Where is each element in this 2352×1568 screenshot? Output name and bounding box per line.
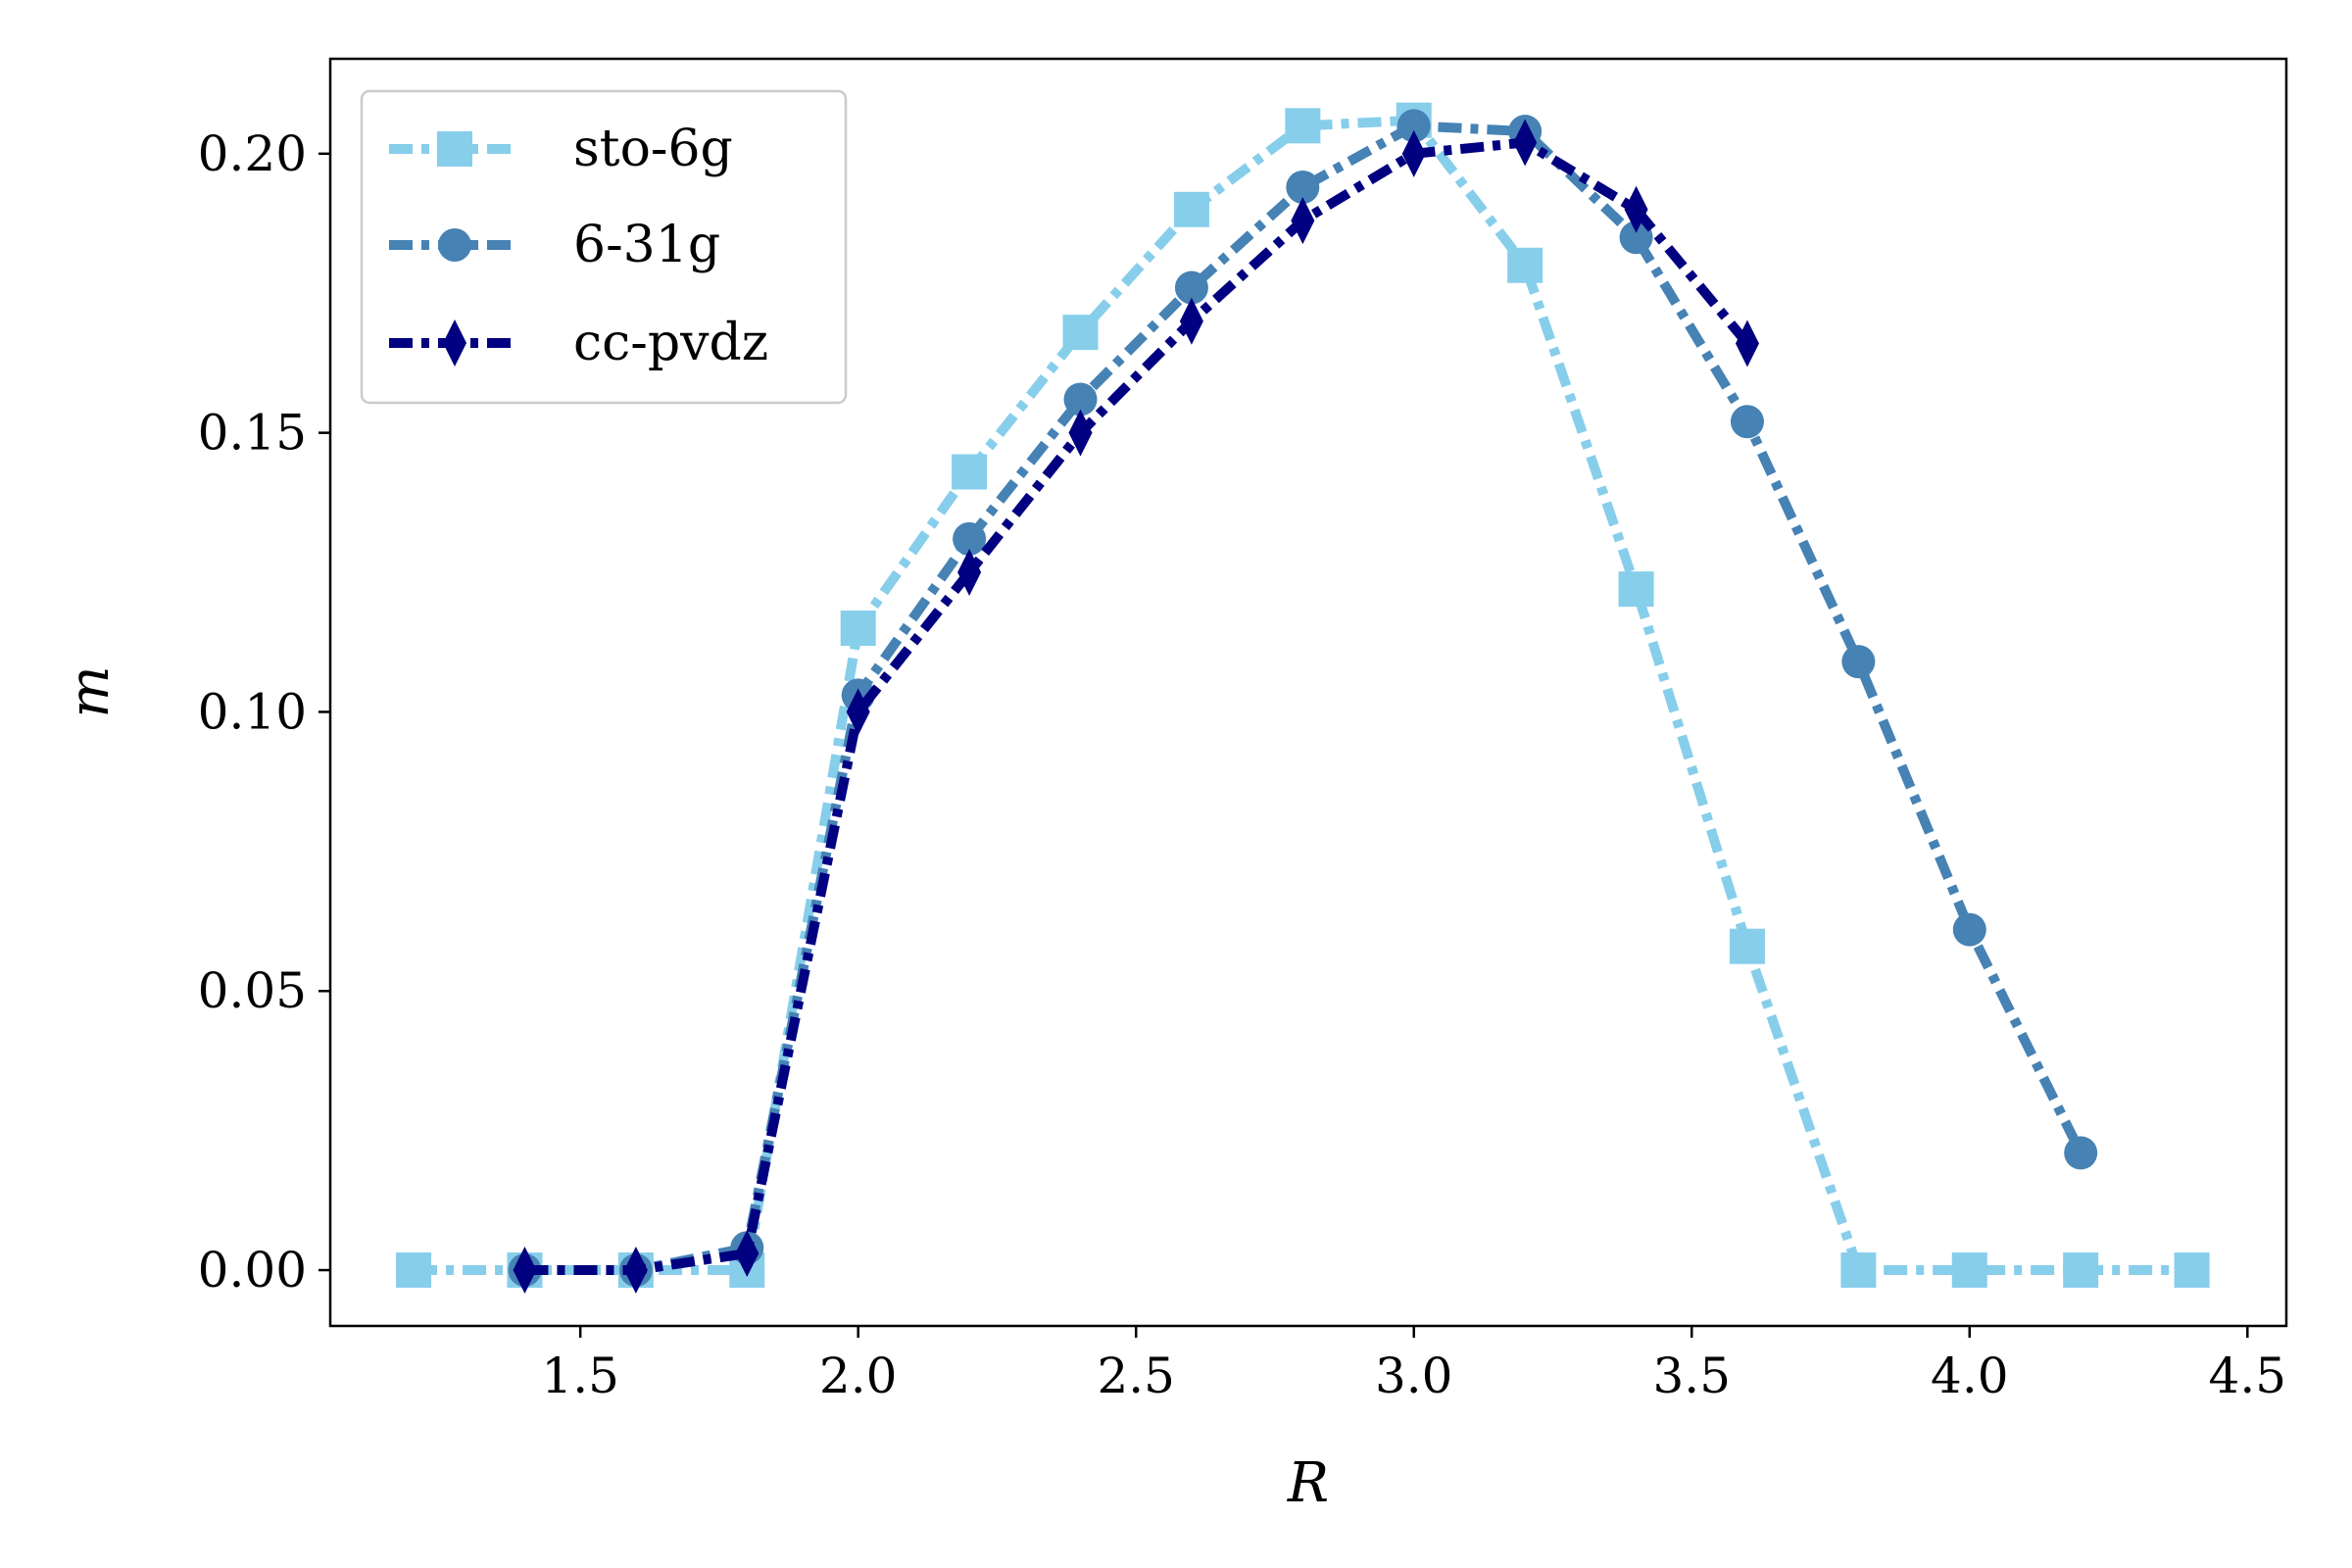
data-point-sto-6g [2174,1252,2210,1289]
y-tick-label: 0.15 [198,405,307,462]
x-tick-label: 2.0 [819,1348,898,1404]
legend-item-cc-pvdz: cc-pvdz [389,314,768,372]
x-tick-label: 4.0 [1931,1348,2009,1404]
series-cc-pvdz [513,119,1759,1295]
legend-item-6-31g: 6-31g [389,216,720,274]
legend: sto-6g 6-31g cc-pvdz [360,89,848,405]
data-point-sto-6g [952,454,988,490]
x-tick-label: 3.5 [1652,1348,1731,1404]
x-axis-label: R [1287,1451,1329,1515]
legend-marker [437,131,472,167]
legend-box [360,89,848,405]
data-point-cc-pvdz [1068,409,1093,457]
x-tick-label: 4.5 [2209,1348,2287,1404]
data-point-6-31g [1952,912,1986,947]
series-line-cc-pvdz [524,137,1751,1276]
data-point-sto-6g [1618,571,1654,608]
data-point-sto-6g [1285,108,1321,144]
series-line-sto-6g [414,115,2192,1276]
data-point-sto-6g [1062,315,1099,351]
data-point-6-31g [1063,382,1098,416]
data-point-sto-6g [2063,1252,2099,1289]
data-point-6-31g [1174,270,1208,305]
y-tick-label: 0.05 [198,962,307,1019]
data-point-sto-6g [1729,928,1765,964]
data-point-sto-6g [1173,191,1209,227]
data-point-6-31g [1619,220,1653,255]
data-point-6-31g [1396,109,1431,143]
data-point-cc-pvdz [513,1247,537,1295]
x-tick-label: 1.5 [541,1348,619,1404]
data-point-cc-pvdz [1291,197,1315,245]
data-point-6-31g [1841,645,1876,679]
y-tick-label: 0.00 [198,1242,307,1298]
legend-label: sto-6g [573,120,733,178]
data-point-sto-6g [840,610,876,646]
y-tick-label: 0.20 [198,125,307,182]
data-point-6-31g [1730,405,1764,439]
data-point-cc-pvdz [957,549,982,597]
legend-label: cc-pvdz [573,314,768,372]
data-point-sto-6g [1507,247,1544,283]
data-point-cc-pvdz [1624,185,1648,233]
legend-item-sto-6g: sto-6g [389,120,733,178]
data-point-sto-6g [1951,1252,1987,1289]
data-point-cc-pvdz [1735,319,1759,368]
y-axis: 0.00 0.05 0.10 0.15 0.20 [198,125,330,1298]
legend-label: 6-31g [573,216,720,274]
data-point-cc-pvdz [1513,119,1538,167]
legend-marker [438,228,471,262]
legend-marker [443,319,466,367]
data-point-cc-pvdz [846,688,870,736]
data-point-cc-pvdz [735,1229,760,1277]
x-axis: 1.5 2.0 2.5 3.0 3.5 4.0 4.5 [541,1326,2286,1404]
data-point-6-31g [1286,171,1320,205]
series-line-6-31g [524,121,2085,1276]
data-point-6-31g [953,521,987,556]
data-point-cc-pvdz [1401,129,1426,177]
data-point-sto-6g [396,1252,432,1289]
y-axis-label: m [58,665,122,717]
data-point-sto-6g [1840,1252,1877,1289]
y-tick-label: 0.10 [198,683,307,740]
plot-frame [328,57,2288,1328]
data-point-6-31g [2064,1136,2098,1170]
data-point-cc-pvdz [623,1247,648,1295]
x-tick-label: 3.0 [1375,1348,1453,1404]
series-layer [396,102,2210,1295]
x-tick-label: 2.5 [1097,1348,1175,1404]
data-point-cc-pvdz [1179,297,1203,345]
